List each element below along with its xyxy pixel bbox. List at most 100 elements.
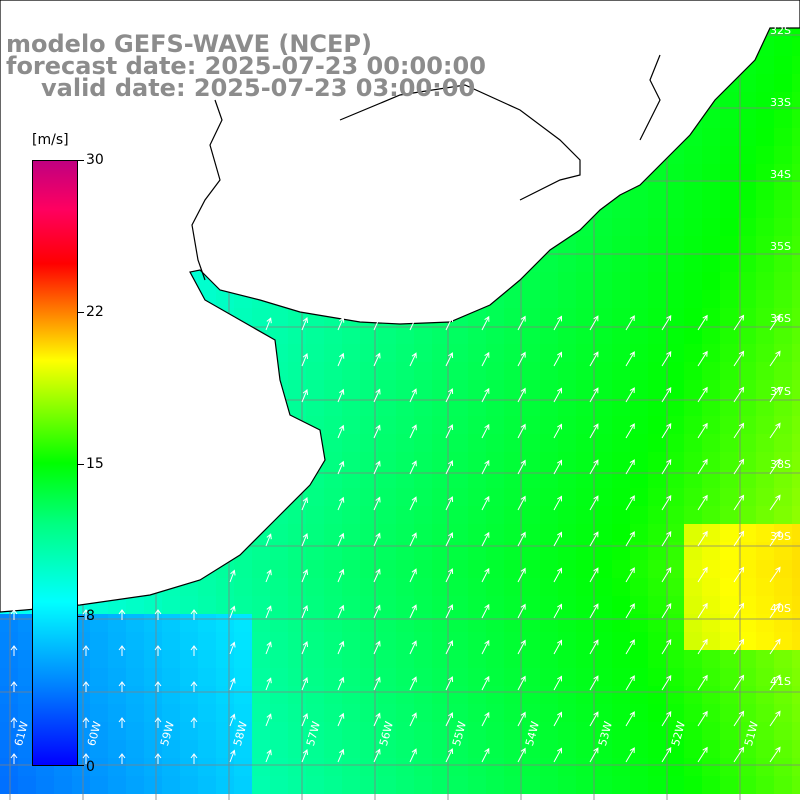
- field-cell: [468, 416, 486, 434]
- wind-arrow: [301, 497, 309, 511]
- field-cell: [432, 488, 450, 506]
- field-cell: [450, 722, 468, 740]
- wind-arrow: [697, 674, 708, 691]
- field-cell: [666, 344, 684, 362]
- field-cell: [702, 110, 720, 128]
- field-cell: [144, 596, 162, 614]
- field-cell: [180, 632, 198, 650]
- field-cell: [648, 272, 666, 290]
- field-cell: [792, 128, 800, 146]
- field-cell: [756, 650, 774, 668]
- field-cell: [648, 452, 666, 470]
- field-cell: [738, 236, 756, 254]
- wind-arrow: [697, 422, 708, 439]
- field-cell: [792, 308, 800, 326]
- wind-arrow: [733, 458, 745, 475]
- field-cell: [684, 272, 702, 290]
- colorbar-tick-mark: [78, 312, 84, 313]
- field-cell: [612, 344, 630, 362]
- field-cell: [234, 632, 252, 650]
- field-cell: [774, 74, 792, 92]
- field-cell: [666, 236, 684, 254]
- field-cell: [720, 722, 738, 740]
- field-cell: [576, 560, 594, 578]
- field-cell: [90, 632, 108, 650]
- field-cell: [396, 524, 414, 542]
- field-cell: [378, 488, 396, 506]
- wind-arrow: [301, 641, 309, 655]
- wind-arrow: [697, 710, 708, 727]
- field-cell: [504, 560, 522, 578]
- wind-arrow: [265, 605, 272, 619]
- field-cell: [0, 686, 18, 704]
- field-cell: [378, 362, 396, 380]
- field-cell: [234, 722, 252, 740]
- field-cell: [162, 632, 180, 650]
- wind-arrow: [445, 712, 454, 727]
- field-cell: [684, 416, 702, 434]
- field-cell: [558, 452, 576, 470]
- field-cell: [756, 362, 774, 380]
- wind-arrow: [373, 748, 381, 763]
- field-cell: [18, 632, 36, 650]
- field-cell: [792, 20, 800, 38]
- wind-arrow: [769, 674, 781, 691]
- wind-arrow: [229, 677, 236, 691]
- field-cell: [666, 542, 684, 560]
- field-cell: [612, 578, 630, 596]
- field-cell: [792, 110, 800, 128]
- field-cell: [288, 506, 306, 524]
- field-cell: [576, 362, 594, 380]
- field-cell: [108, 740, 126, 758]
- wind-arrow: [625, 747, 635, 763]
- field-cell: [720, 128, 738, 146]
- field-cell: [162, 740, 180, 758]
- wind-arrow: [337, 532, 345, 547]
- field-cell: [306, 704, 324, 722]
- field-cell: [414, 416, 432, 434]
- field-cell: [144, 668, 162, 686]
- field-cell: [126, 632, 144, 650]
- field-cell: [738, 416, 756, 434]
- field-cell: [396, 650, 414, 668]
- field-cell: [198, 776, 216, 794]
- field-cell: [360, 416, 378, 434]
- field-cell: [648, 596, 666, 614]
- field-cell: [594, 578, 612, 596]
- field-cell: [216, 686, 234, 704]
- wind-arrow: [229, 389, 236, 403]
- field-cell: [648, 470, 666, 488]
- wind-arrow: [409, 640, 417, 655]
- wind-arrow: [301, 353, 309, 367]
- field-cell: [90, 758, 108, 776]
- field-cell: [450, 776, 468, 794]
- field-cell: [630, 668, 648, 686]
- field-cell: [396, 578, 414, 596]
- field-cell: [522, 542, 540, 560]
- wind-arrow: [769, 530, 781, 547]
- field-cell: [522, 758, 540, 776]
- field-cell: [450, 596, 468, 614]
- wind-arrow: [409, 532, 417, 547]
- field-cell: [720, 704, 738, 722]
- field-cell: [738, 614, 756, 632]
- wind-arrow: [697, 350, 708, 367]
- field-cell: [324, 470, 342, 488]
- field-cell: [612, 416, 630, 434]
- field-cell: [486, 776, 504, 794]
- field-cell: [378, 632, 396, 650]
- field-cell: [792, 758, 800, 776]
- field-cell: [792, 740, 800, 758]
- field-cell: [774, 218, 792, 236]
- field-cell: [468, 470, 486, 488]
- field-cell: [18, 704, 36, 722]
- field-cell: [666, 308, 684, 326]
- field-cell: [774, 578, 792, 596]
- field-cell: [756, 254, 774, 272]
- field-cell: [360, 650, 378, 668]
- field-cell: [108, 722, 126, 740]
- wind-arrow: [553, 495, 563, 511]
- field-cell: [792, 560, 800, 578]
- field-cell: [252, 722, 270, 740]
- wind-arrow: [733, 422, 745, 439]
